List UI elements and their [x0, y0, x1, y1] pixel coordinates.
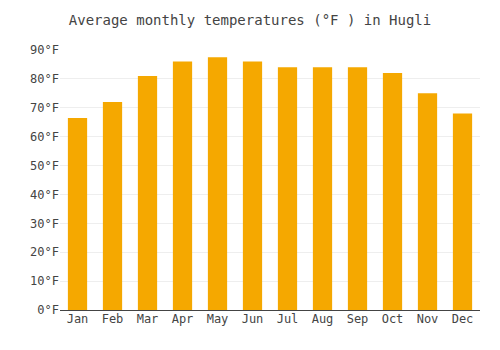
svg-text:Mar: Mar	[137, 312, 159, 326]
svg-text:40°F: 40°F	[30, 188, 59, 202]
svg-text:30°F: 30°F	[30, 217, 59, 231]
svg-text:May: May	[207, 312, 229, 326]
svg-text:0°F: 0°F	[37, 303, 59, 317]
svg-text:20°F: 20°F	[30, 245, 59, 259]
svg-text:Feb: Feb	[102, 312, 124, 326]
svg-text:Average monthly temperatures (: Average monthly temperatures (°F ) in Hu…	[69, 12, 431, 28]
svg-text:Aug: Aug	[312, 312, 334, 326]
svg-text:Apr: Apr	[172, 312, 194, 326]
svg-text:Nov: Nov	[417, 312, 439, 326]
svg-text:70°F: 70°F	[30, 101, 59, 115]
svg-text:Dec: Dec	[452, 312, 474, 326]
svg-text:60°F: 60°F	[30, 130, 59, 144]
svg-text:90°F: 90°F	[30, 43, 59, 57]
svg-text:Oct: Oct	[382, 312, 404, 326]
svg-text:Sep: Sep	[347, 312, 369, 326]
svg-text:Jun: Jun	[242, 312, 264, 326]
svg-text:80°F: 80°F	[30, 72, 59, 86]
svg-text:Jul: Jul	[277, 312, 299, 326]
svg-text:Jan: Jan	[67, 312, 89, 326]
svg-text:10°F: 10°F	[30, 274, 59, 288]
svg-text:50°F: 50°F	[30, 159, 59, 173]
